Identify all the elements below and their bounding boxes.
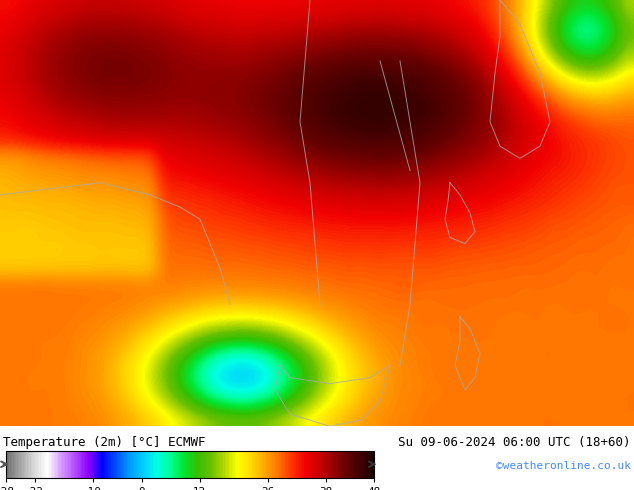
Text: Su 09-06-2024 06:00 UTC (18+60): Su 09-06-2024 06:00 UTC (18+60) [398, 436, 631, 449]
Text: Temperature (2m) [°C] ECMWF: Temperature (2m) [°C] ECMWF [3, 436, 205, 449]
Text: ©weatheronline.co.uk: ©weatheronline.co.uk [496, 462, 631, 471]
